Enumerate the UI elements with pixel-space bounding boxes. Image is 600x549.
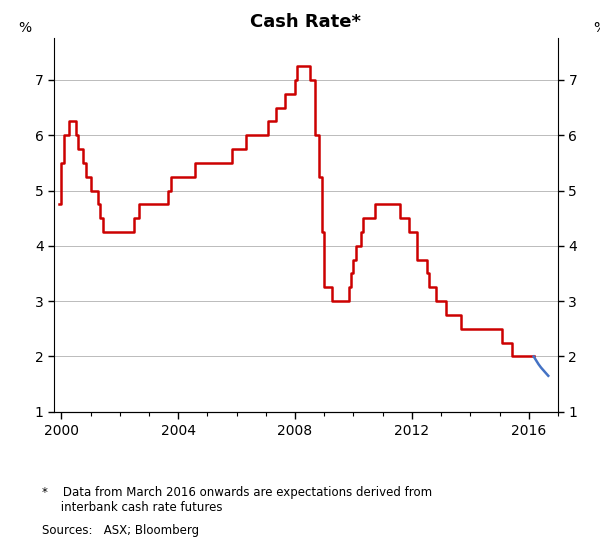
Text: %: %	[19, 21, 32, 35]
Text: *    Data from March 2016 onwards are expectations derived from
     interbank c: * Data from March 2016 onwards are expec…	[42, 486, 432, 514]
Text: %: %	[593, 21, 600, 35]
Text: Sources:   ASX; Bloomberg: Sources: ASX; Bloomberg	[42, 524, 199, 537]
Title: Cash Rate*: Cash Rate*	[251, 13, 361, 31]
